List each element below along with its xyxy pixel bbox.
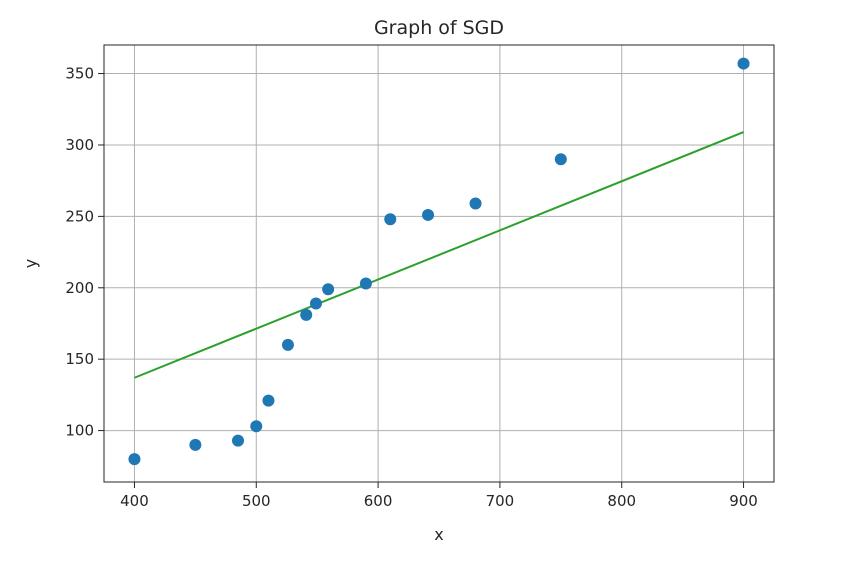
y-tick-label-300: 300 xyxy=(65,136,94,154)
x-axis-label: x xyxy=(434,525,443,544)
x-tick-label-400: 400 xyxy=(120,492,149,510)
y-tick-label-350: 350 xyxy=(65,65,94,83)
data-point-15 xyxy=(737,57,750,70)
scatter-points xyxy=(128,57,750,466)
data-point-5 xyxy=(262,394,275,407)
y-tick-label-200: 200 xyxy=(65,279,94,297)
fit-line-layer xyxy=(134,131,744,379)
data-point-8 xyxy=(309,297,322,310)
y-axis-label: y xyxy=(21,259,40,268)
data-point-1 xyxy=(128,453,141,466)
x-tick-label-600: 600 xyxy=(364,492,393,510)
data-point-4 xyxy=(250,420,263,433)
plot-frame xyxy=(103,44,775,483)
grid xyxy=(104,45,774,482)
axis-ticks: 400 500 600 700 800 900 100 150 200 250 300 350 xyxy=(65,65,758,510)
x-tick-label-900: 900 xyxy=(729,492,758,510)
data-point-9 xyxy=(322,283,335,296)
data-point-6 xyxy=(281,338,294,351)
data-point-10 xyxy=(359,277,372,290)
y-tick-label-250: 250 xyxy=(65,207,94,225)
data-point-12 xyxy=(422,208,435,221)
x-tick-label-800: 800 xyxy=(607,492,636,510)
chart-title: Graph of SGD xyxy=(374,17,504,39)
data-point-3 xyxy=(232,434,244,447)
data-point-11 xyxy=(384,213,397,226)
y-tick-label-150: 150 xyxy=(65,350,94,368)
x-tick-label-700: 700 xyxy=(486,492,515,510)
fit-line xyxy=(134,131,744,379)
y-tick-label-100: 100 xyxy=(65,422,94,440)
x-tick-label-500: 500 xyxy=(242,492,271,510)
data-point-13 xyxy=(469,197,482,210)
data-point-14 xyxy=(554,153,567,166)
data-point-2 xyxy=(189,438,202,451)
data-point-7 xyxy=(300,308,313,321)
